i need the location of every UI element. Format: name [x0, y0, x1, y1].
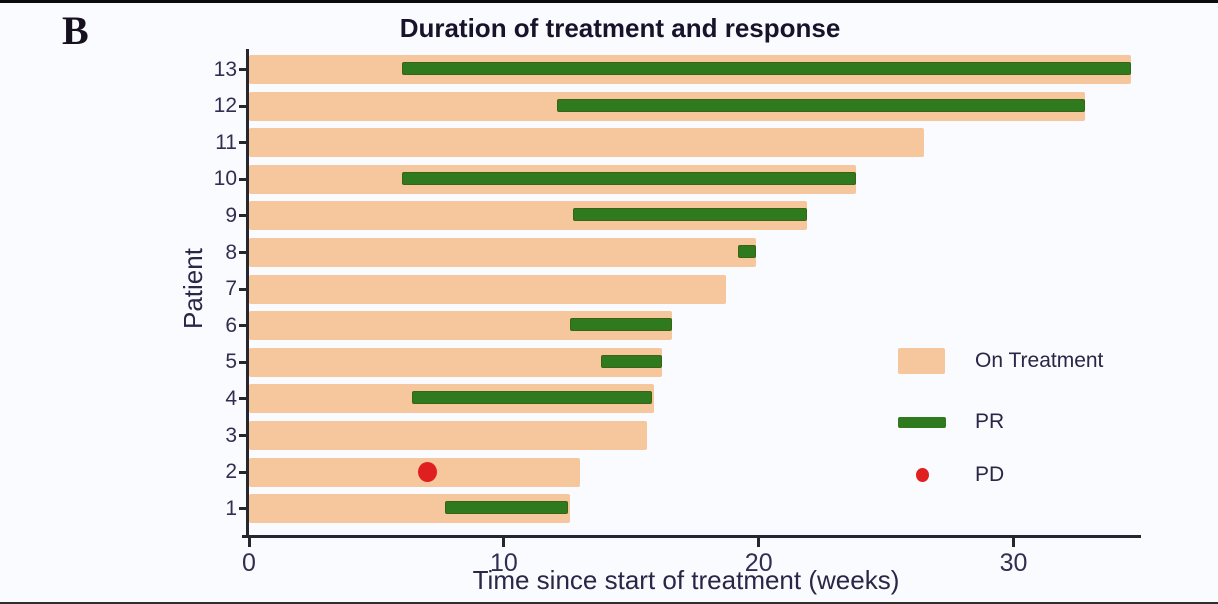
y-tick-mark [239, 324, 247, 328]
x-tick-label-0: 0 [242, 549, 256, 577]
legend-label-pr: PR [975, 410, 1005, 433]
y-tick-mark [239, 141, 247, 145]
y-tick-mark [239, 434, 247, 437]
plot-area: 13 12 11 10 9 8 7 6 5 4 3 2 1 0 10 20 30 [214, 49, 1141, 577]
pr-response-bar [572, 208, 808, 222]
legend-label-on-treatment: On Treatment [975, 349, 1104, 372]
patient-row-2 [249, 457, 581, 487]
chart-title: Duration of treatment and response [399, 13, 841, 43]
y-tick-mark [239, 251, 247, 254]
y-tick-mark [239, 68, 247, 71]
legend-item-pr: PR [898, 410, 1004, 434]
pr-response-bar [557, 98, 1085, 112]
y-tick-label-patient-13: 13 [213, 57, 237, 81]
legend-item-on-treatment: On Treatment [898, 348, 1103, 374]
y-tick-label-patient-10: 10 [213, 167, 237, 191]
pr-response-bar [401, 62, 1131, 75]
y-tick-label-patient-2: 2 [225, 460, 237, 484]
y-tick-mark [239, 287, 247, 291]
patient-row-5 [249, 347, 662, 377]
y-tick-mark [239, 470, 247, 474]
pd-progression-dot [417, 462, 437, 483]
y-tick-label-patient-1: 1 [225, 496, 237, 520]
on-treatment-bar [249, 128, 925, 158]
pr-response-bar [738, 245, 757, 258]
x-tick-mark [757, 538, 761, 547]
x-tick-label-10: 10 [489, 549, 518, 577]
y-tick-label-patient-4: 4 [225, 386, 237, 410]
x-tick-mark [247, 538, 251, 547]
pr-response-bar [445, 501, 568, 515]
pd-swatch-icon [916, 468, 929, 482]
pr-response-bar [600, 354, 662, 368]
on-treatment-bar [249, 274, 726, 304]
x-tick-label-20: 20 [744, 549, 773, 577]
x-tick-label-30: 30 [999, 549, 1028, 577]
y-axis-spine [246, 49, 249, 538]
pr-response-bar [570, 318, 673, 332]
patient-row-11 [249, 128, 925, 158]
y-tick-label-patient-12: 12 [213, 94, 237, 118]
on-treatment-bar [249, 347, 662, 377]
y-tick-label-patient-9: 9 [225, 203, 237, 227]
pr-swatch-icon [898, 416, 946, 428]
patient-row-7 [249, 274, 726, 304]
x-axis-spine [242, 535, 1141, 538]
x-axis-title: Time since start of treatment (weeks) [472, 565, 900, 595]
y-tick-label-patient-11: 11 [215, 130, 237, 154]
pr-response-bar [412, 391, 652, 405]
y-tick-mark [239, 360, 247, 364]
y-tick-label-patient-6: 6 [225, 313, 237, 337]
legend-item-pd: PD [898, 463, 1004, 487]
y-tick-label-patient-3: 3 [225, 423, 237, 447]
x-tick-mark [502, 538, 506, 547]
y-tick-mark [239, 507, 247, 511]
y-tick-label-patient-7: 7 [225, 277, 237, 301]
patient-row-3 [249, 421, 647, 450]
y-tick-mark [239, 397, 247, 401]
pr-response-bar [401, 171, 856, 185]
y-axis-title: Patient [178, 248, 208, 330]
panel-letter: B [62, 8, 89, 53]
y-tick-mark [239, 177, 247, 181]
y-tick-mark [239, 104, 247, 108]
on-treatment-bar [249, 457, 581, 487]
y-tick-mark [239, 214, 247, 218]
y-tick-label-patient-8: 8 [225, 240, 237, 264]
y-tick-label-patient-5: 5 [225, 350, 237, 374]
on-treatment-swatch-icon [898, 348, 945, 374]
legend-label-pd: PD [975, 463, 1005, 486]
on-treatment-bar [249, 238, 757, 267]
patient-row-8 [249, 238, 757, 267]
x-tick-mark [1012, 538, 1016, 547]
on-treatment-bar [249, 421, 647, 450]
